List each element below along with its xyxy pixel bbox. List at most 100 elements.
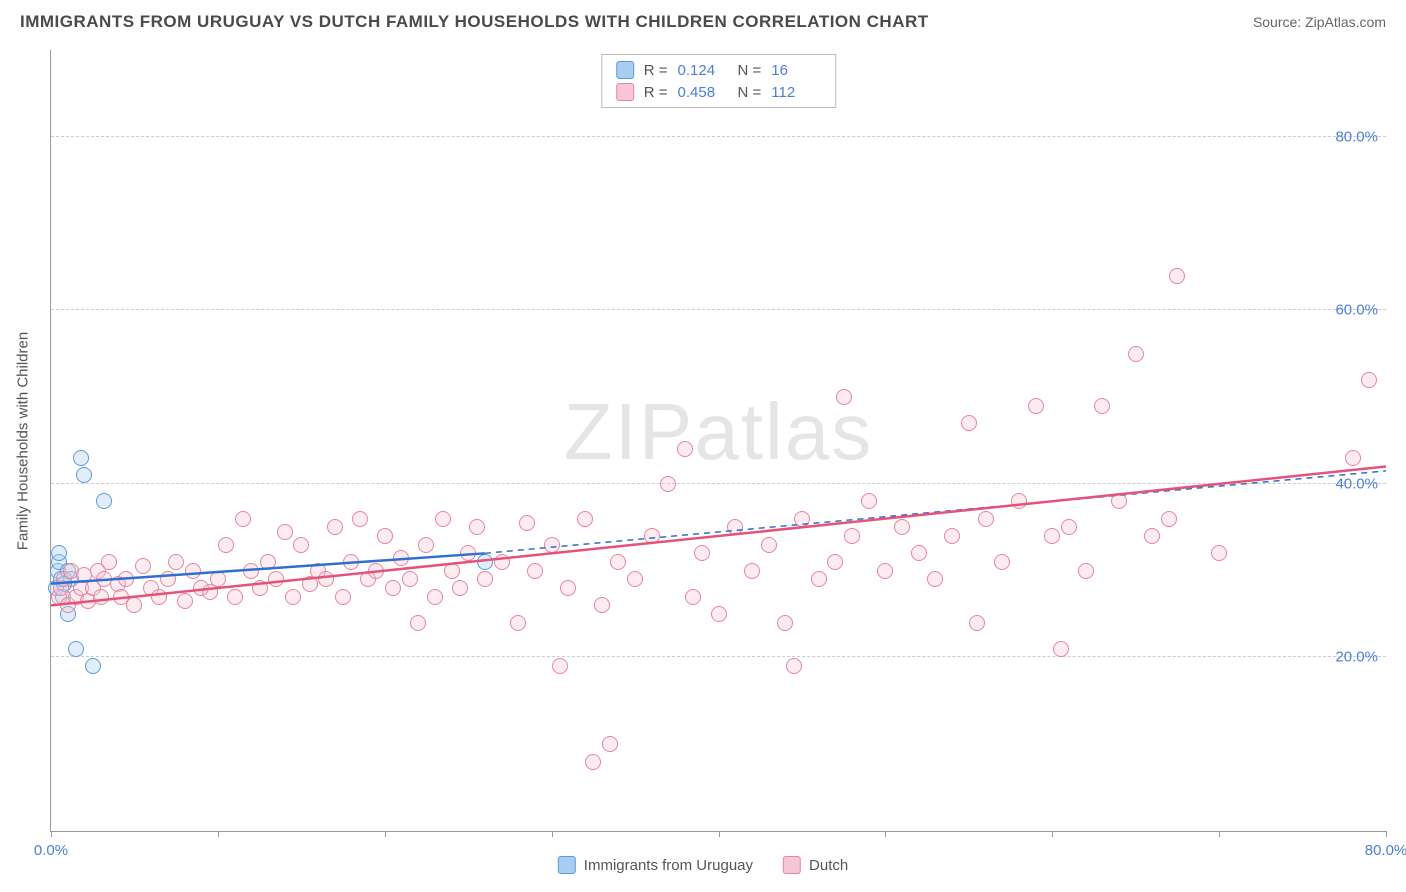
legend-bottom-item: Immigrants from Uruguay	[558, 856, 753, 874]
chart-title: IMMIGRANTS FROM URUGUAY VS DUTCH FAMILY …	[20, 12, 929, 32]
legend-swatch	[783, 856, 801, 874]
scatter-point	[85, 658, 101, 674]
scatter-point	[76, 467, 92, 483]
scatter-point	[135, 558, 151, 574]
scatter-point	[377, 528, 393, 544]
legend-correlation-box: R = 0.124 N = 16 R = 0.458 N = 112	[601, 54, 837, 108]
scatter-point	[285, 589, 301, 605]
scatter-point	[978, 511, 994, 527]
chart-plot-area: Family Households with Children ZIPatlas…	[50, 50, 1386, 832]
x-tick-label: 80.0%	[1365, 842, 1406, 859]
scatter-point	[1111, 493, 1127, 509]
scatter-point	[610, 554, 626, 570]
scatter-point	[293, 537, 309, 553]
legend-swatch	[558, 856, 576, 874]
scatter-point	[1078, 563, 1094, 579]
scatter-point	[644, 528, 660, 544]
watermark: ZIPatlas	[564, 385, 873, 477]
scatter-point	[585, 754, 601, 770]
legend-swatch	[616, 83, 634, 101]
scatter-point	[368, 563, 384, 579]
scatter-point	[961, 415, 977, 431]
legend-n-value: 16	[771, 62, 821, 79]
legend-row: R = 0.458 N = 112	[616, 81, 822, 103]
scatter-point	[560, 580, 576, 596]
scatter-point	[352, 511, 368, 527]
scatter-point	[494, 554, 510, 570]
scatter-point	[577, 511, 593, 527]
scatter-point	[544, 537, 560, 553]
scatter-point	[68, 641, 84, 657]
scatter-point	[327, 519, 343, 535]
scatter-point	[235, 511, 251, 527]
y-axis-title: Family Households with Children	[15, 331, 32, 549]
scatter-point	[744, 563, 760, 579]
scatter-point	[185, 563, 201, 579]
legend-r-value: 0.458	[678, 84, 728, 101]
scatter-point	[1011, 493, 1027, 509]
scatter-point	[477, 554, 493, 570]
scatter-point	[861, 493, 877, 509]
x-tick	[1052, 831, 1053, 837]
scatter-point	[260, 554, 276, 570]
scatter-point	[1053, 641, 1069, 657]
scatter-point	[894, 519, 910, 535]
scatter-point	[1061, 519, 1077, 535]
legend-n-label: N =	[738, 84, 762, 101]
scatter-point	[811, 571, 827, 587]
scatter-point	[1128, 346, 1144, 362]
scatter-point	[844, 528, 860, 544]
scatter-point	[594, 597, 610, 613]
scatter-point	[1361, 372, 1377, 388]
y-tick-label: 20.0%	[1335, 649, 1378, 666]
scatter-point	[777, 615, 793, 631]
scatter-point	[911, 545, 927, 561]
scatter-point	[1028, 398, 1044, 414]
y-tick-label: 60.0%	[1335, 302, 1378, 319]
y-tick-label: 80.0%	[1335, 128, 1378, 145]
scatter-point	[227, 589, 243, 605]
legend-n-label: N =	[738, 62, 762, 79]
scatter-point	[1161, 511, 1177, 527]
scatter-point	[268, 571, 284, 587]
scatter-point	[160, 571, 176, 587]
scatter-point	[627, 571, 643, 587]
scatter-point	[277, 524, 293, 540]
x-tick-label: 0.0%	[34, 842, 68, 859]
scatter-point	[552, 658, 568, 674]
legend-swatch	[616, 61, 634, 79]
scatter-point	[51, 545, 67, 561]
scatter-point	[460, 545, 476, 561]
scatter-point	[385, 580, 401, 596]
scatter-point	[252, 580, 268, 596]
scatter-point	[1144, 528, 1160, 544]
scatter-point	[126, 597, 142, 613]
scatter-point	[177, 593, 193, 609]
scatter-point	[994, 554, 1010, 570]
x-tick	[719, 831, 720, 837]
scatter-point	[402, 571, 418, 587]
x-tick	[1219, 831, 1220, 837]
gridline-h	[51, 656, 1386, 657]
scatter-point	[444, 563, 460, 579]
scatter-point	[335, 589, 351, 605]
scatter-point	[677, 441, 693, 457]
scatter-point	[944, 528, 960, 544]
source-label: Source: ZipAtlas.com	[1253, 14, 1386, 30]
gridline-h	[51, 483, 1386, 484]
scatter-point	[452, 580, 468, 596]
legend-series-label: Immigrants from Uruguay	[584, 857, 753, 874]
scatter-point	[168, 554, 184, 570]
x-tick	[385, 831, 386, 837]
scatter-point	[477, 571, 493, 587]
x-tick	[1386, 831, 1387, 837]
scatter-point	[927, 571, 943, 587]
scatter-point	[1345, 450, 1361, 466]
scatter-point	[1211, 545, 1227, 561]
scatter-point	[519, 515, 535, 531]
scatter-point	[836, 389, 852, 405]
scatter-point	[1169, 268, 1185, 284]
scatter-point	[96, 493, 112, 509]
legend-n-value: 112	[771, 84, 821, 101]
legend-r-label: R =	[644, 62, 668, 79]
